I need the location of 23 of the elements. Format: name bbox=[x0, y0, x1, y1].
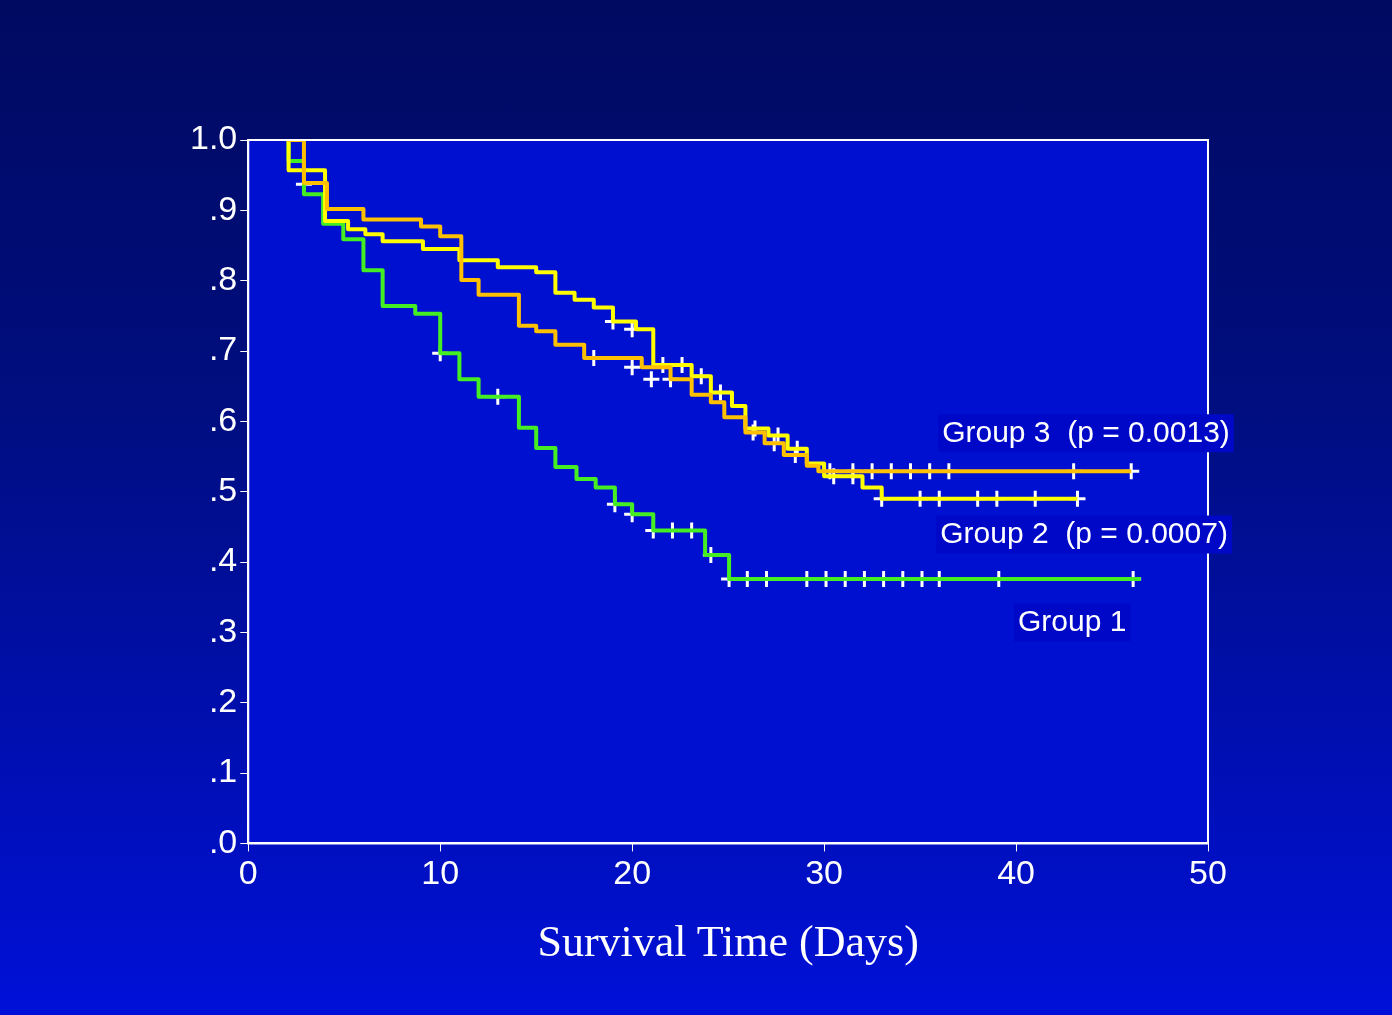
y-tick-label: .8 bbox=[208, 259, 238, 298]
point bbox=[622, 357, 642, 377]
y-tick-label: 1.0 bbox=[190, 118, 238, 157]
x-axis-title: Survival Time (Days) bbox=[537, 917, 919, 967]
x-tick-label: 30 bbox=[805, 853, 844, 892]
y-tick-label: .6 bbox=[208, 399, 238, 438]
y-tick-label: .2 bbox=[208, 681, 238, 720]
y-tick-label: .1 bbox=[208, 751, 238, 790]
y-tick-label: .7 bbox=[208, 329, 238, 368]
x-tick-label: 10 bbox=[421, 853, 460, 892]
annotation: Group 1 bbox=[1017, 603, 1127, 637]
y-tick-label: .0 bbox=[208, 821, 238, 860]
y-tick-label: .4 bbox=[208, 540, 238, 579]
x-tick-label: 40 bbox=[997, 853, 1035, 892]
annotation: Group 3 (p = 0.0013) bbox=[942, 414, 1230, 448]
y-tick-label: .9 bbox=[208, 188, 238, 227]
y-tick-label: .3 bbox=[208, 610, 238, 649]
x-tick-label: 50 bbox=[1189, 853, 1227, 892]
x-tick-label: 0 bbox=[238, 853, 258, 892]
annotation: Group 2 (p = 0.0007) bbox=[940, 515, 1228, 549]
x-tick-label: 20 bbox=[613, 853, 652, 892]
point bbox=[641, 369, 661, 389]
y-tick-label: .5 bbox=[208, 470, 238, 509]
